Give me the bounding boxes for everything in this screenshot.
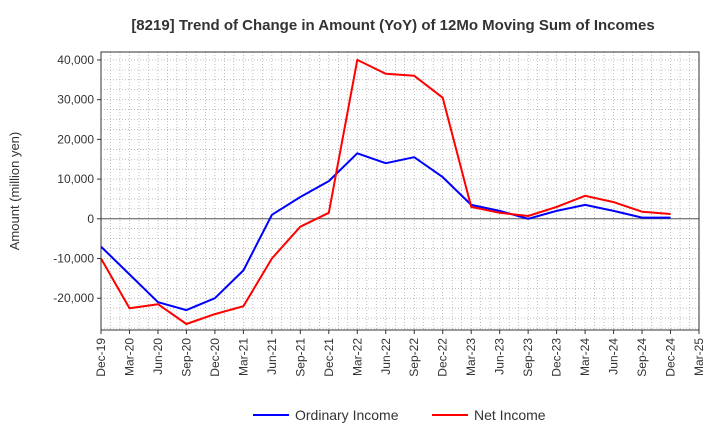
- legend: Ordinary Income Net Income: [253, 407, 546, 423]
- x-tick-label: Sep-24: [635, 338, 649, 377]
- x-tick-label: Jun-21: [265, 338, 279, 375]
- x-tick-label: Dec-20: [208, 338, 222, 377]
- y-tick-label: 10,000: [57, 172, 94, 186]
- y-tick-label: 20,000: [57, 132, 94, 146]
- x-tick-label: Dec-24: [664, 338, 678, 377]
- y-tick-label: 0: [87, 212, 94, 226]
- x-tick-label: Sep-22: [407, 338, 421, 377]
- x-tick-label: Sep-23: [521, 338, 535, 377]
- x-tick-label: Sep-20: [179, 338, 193, 377]
- x-tick-label: Mar-24: [578, 338, 592, 376]
- x-tick-label: Jun-22: [379, 338, 393, 375]
- y-tick-label: -10,000: [53, 252, 94, 266]
- x-tick-label: Jun-23: [493, 338, 507, 375]
- y-tick-label: 40,000: [57, 53, 94, 67]
- x-tick-label: Dec-23: [550, 338, 564, 377]
- x-tick-label: Jun-24: [607, 338, 621, 375]
- x-tick-labels: Dec-19 Mar-20 Jun-20 Sep-20 Dec-20 Mar-21 Jun-…: [94, 330, 706, 377]
- y-tick-labels: 40,000 30,000 20,000 10,000 0 -10,000 -20,000: [53, 53, 101, 305]
- series-line-ordinary-income: [100, 152, 671, 312]
- x-tick-label: Mar-22: [350, 338, 364, 376]
- x-tick-label: Mar-20: [122, 338, 136, 376]
- x-tick-label: Mar-21: [236, 338, 250, 376]
- x-tick-label: Mar-23: [464, 338, 478, 376]
- x-tick-label: Mar-25: [692, 338, 706, 376]
- y-tick-label: -20,000: [53, 291, 94, 305]
- plot-frame: [100, 51, 700, 331]
- series-layer: [100, 58, 671, 325]
- x-tick-label: Jun-20: [151, 338, 165, 375]
- y-axis-label: Amount (million yen): [7, 132, 22, 251]
- legend-label: Net Income: [474, 407, 546, 423]
- x-tick-label: Dec-21: [322, 338, 336, 377]
- x-tick-label: Dec-19: [94, 338, 108, 377]
- series-line-net-income: [100, 58, 671, 325]
- chart-title: [8219] Trend of Change in Amount (YoY) o…: [131, 17, 654, 34]
- y-tick-label: 30,000: [57, 93, 94, 107]
- x-tick-label: Dec-22: [436, 338, 450, 377]
- legend-label: Ordinary Income: [295, 407, 399, 423]
- x-tick-label: Sep-21: [293, 338, 307, 377]
- grid: [100, 52, 700, 330]
